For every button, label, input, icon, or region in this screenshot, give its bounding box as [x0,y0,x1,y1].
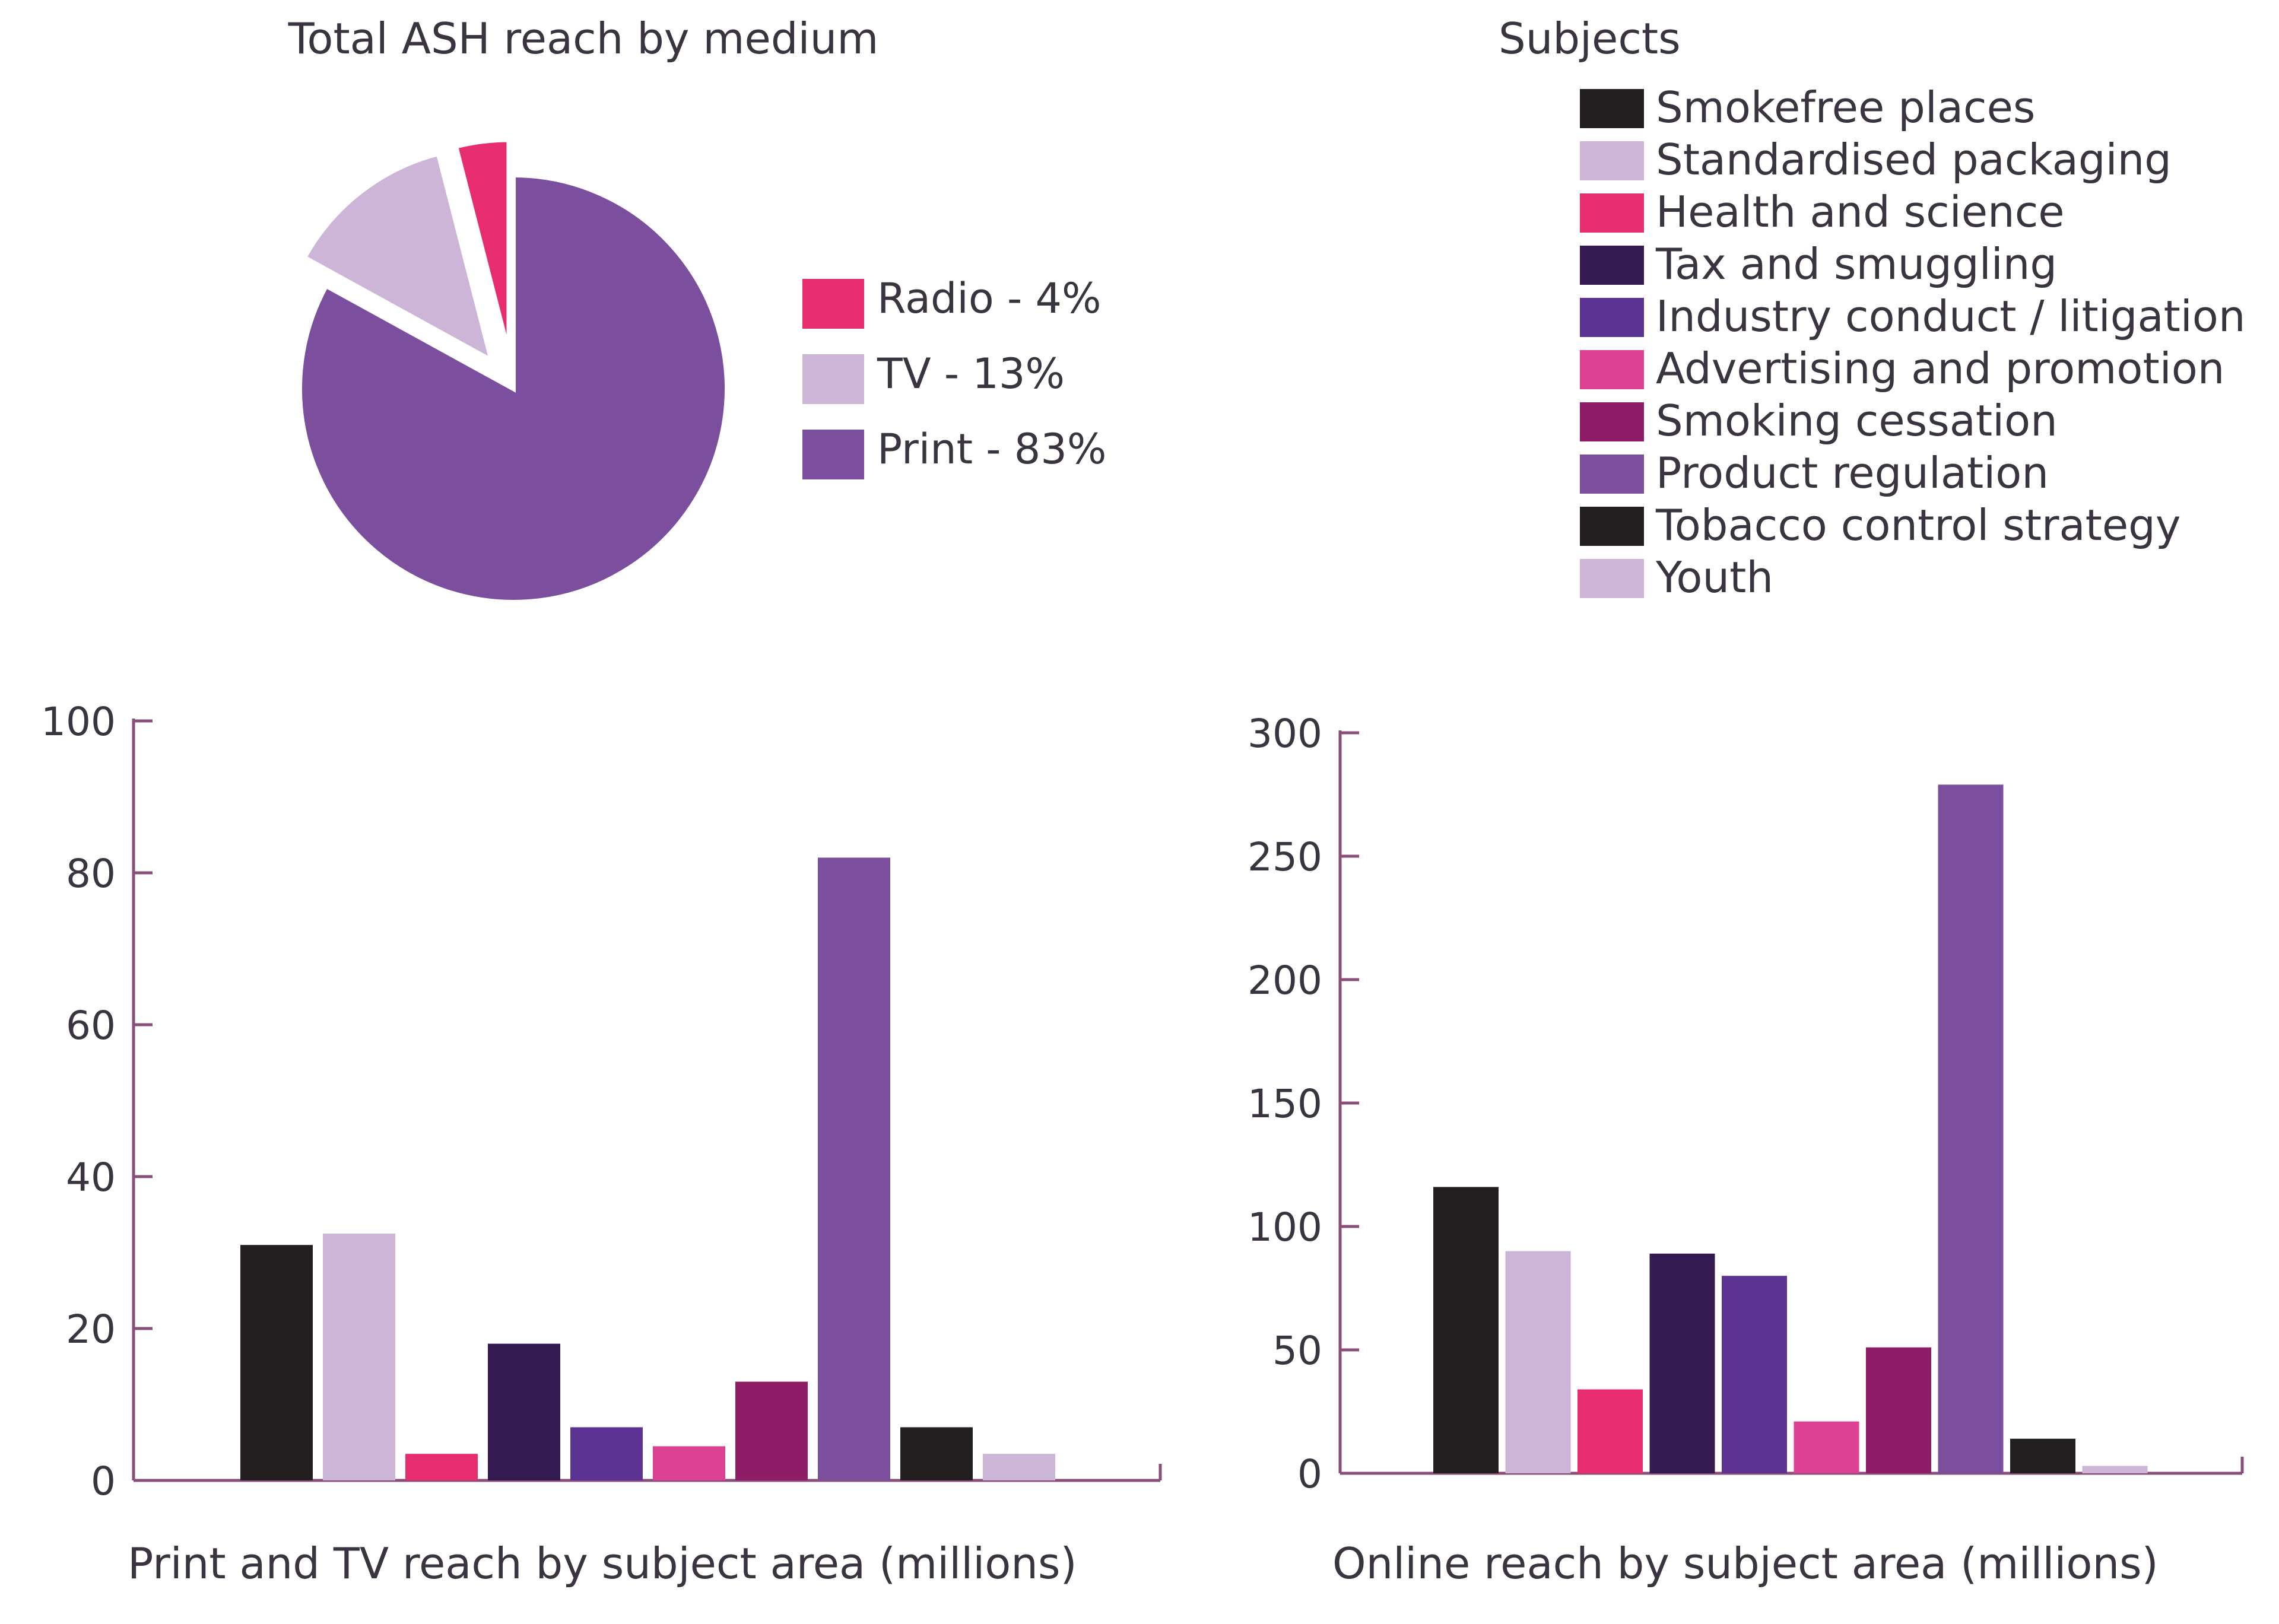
pie-chart: Total ASH reach by medium Radio - 4% TV … [288,14,1106,605]
online-bar-tax-and-smuggling [1649,1253,1715,1473]
legend-swatch-tobacco-control-strategy [1580,507,1644,546]
print-tv-bar-smokefree-places [240,1245,313,1480]
legend-swatch-youth [1580,559,1644,598]
online-bars [1433,784,2148,1473]
online-y-tick-label: 150 [1248,1081,1322,1127]
legend-swatch-advertising-and-promotion [1580,350,1644,389]
pie-slices [297,137,729,605]
online-bar-smokefree-places [1433,1187,1499,1473]
print-tv-bar-health-and-science [405,1454,478,1480]
print-tv-bar-tobacco-control-strategy [900,1427,973,1480]
print-tv-y-tick-label: 20 [66,1307,116,1352]
online-bar-product-regulation [1938,784,2004,1473]
pie-legend-label-tv: TV - 13% [877,349,1065,398]
pie-chart-title: Total ASH reach by medium [288,14,879,63]
legend-label-smokefree-places: Smokefree places [1656,82,2035,132]
legend-label-tax-and-smuggling: Tax and smuggling [1655,239,2057,289]
legend-swatch-standardised-packaging [1580,141,1644,180]
online-bar-industry-conduct-litigation [1722,1276,1787,1473]
online-bar-chart: 0 50 100 150 200 250 300 Online reach by subje… [1248,711,2244,1588]
subjects-legend-title: Subjects [1499,14,1681,63]
pie-legend-label-radio: Radio - 4% [877,274,1102,323]
legend-swatch-smokefree-places [1580,89,1644,128]
online-y-ticks: 0 50 100 150 200 250 300 [1248,711,1359,1497]
online-bar-health-and-science [1577,1389,1643,1473]
print-tv-y-tick-label: 40 [66,1155,116,1200]
print-tv-y-tick-label: 100 [41,699,116,745]
legend-label-industry-conduct-litigation: Industry conduct / litigation [1656,291,2245,341]
legend-swatch-product-regulation [1580,455,1644,494]
legend-label-youth: Youth [1655,552,1773,602]
pie-legend-swatch-print [802,430,864,479]
pie-legend-swatch-tv [802,354,864,404]
print-tv-bar-smoking-cessation [735,1381,808,1480]
online-bar-standardised-packaging [1505,1251,1571,1473]
print-tv-bar-tax-and-smuggling [488,1343,560,1480]
legend-label-product-regulation: Product regulation [1656,448,2049,498]
online-bar-tobacco-control-strategy [2010,1438,2075,1473]
online-y-tick-label: 100 [1248,1205,1322,1250]
online-y-tick-label: 200 [1248,958,1322,1003]
print-tv-y-tick-label: 80 [66,851,116,897]
legend-label-standardised-packaging: Standardised packaging [1656,135,2172,185]
pie-legend-label-print: Print - 83% [877,425,1106,473]
print-tv-chart-title: Print and TV reach by subject area (mill… [128,1539,1077,1588]
legend-label-advertising-and-promotion: Advertising and promotion [1656,344,2224,393]
legend-swatch-industry-conduct-litigation [1580,298,1644,337]
pie-slice-tv [301,151,496,366]
online-y-tick-label: 0 [1297,1451,1322,1497]
online-bar-advertising-and-promotion [1794,1421,1859,1473]
pie-legend: Radio - 4% TV - 13% Print - 83% [802,274,1106,479]
online-y-tick-label: 300 [1248,711,1322,757]
online-chart-title: Online reach by subject area (millions) [1332,1539,2159,1588]
print-tv-bar-chart: 0 20 40 60 80 100 Print and TV reach by subje… [41,699,1162,1588]
print-tv-bar-industry-conduct-litigation [570,1427,643,1480]
legend-label-health-and-science: Health and science [1656,187,2065,237]
legend-swatch-smoking-cessation [1580,402,1644,441]
legend-label-smoking-cessation: Smoking cessation [1656,396,2058,446]
online-y-tick-label: 250 [1248,834,1322,880]
legend-swatch-health-and-science [1580,193,1644,233]
print-tv-bar-standardised-packaging [323,1234,395,1480]
online-y-tick-label: 50 [1272,1328,1322,1374]
online-bar-youth [2082,1466,2148,1473]
pie-legend-swatch-radio [802,279,864,329]
legend-swatch-tax-and-smuggling [1580,246,1644,285]
print-tv-bars [240,857,1055,1480]
online-bar-smoking-cessation [1866,1347,1931,1473]
print-tv-y-tick-label: 0 [91,1458,116,1504]
print-tv-y-tick-label: 60 [66,1003,116,1048]
print-tv-y-ticks: 0 20 40 60 80 100 [41,699,153,1504]
print-tv-bar-advertising-and-promotion [653,1446,725,1480]
pie-slice-print [297,172,729,605]
print-tv-bar-youth [983,1454,1055,1480]
pie-slice-radio [453,137,512,354]
print-tv-bar-product-regulation [818,857,890,1480]
legend-label-tobacco-control-strategy: Tobacco control strategy [1655,500,2181,550]
